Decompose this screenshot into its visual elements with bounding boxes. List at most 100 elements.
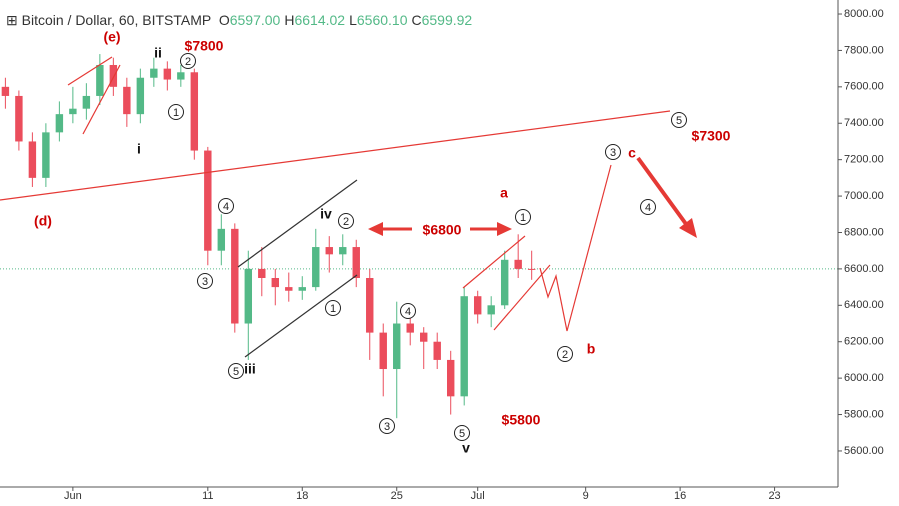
candle-body <box>69 108 77 115</box>
wave-circle <box>605 144 621 160</box>
candle-body <box>96 64 104 96</box>
wave-label: 2 <box>343 216 349 228</box>
trend-line <box>0 110 671 201</box>
arrow-head <box>497 222 512 236</box>
annotation: i <box>137 141 141 157</box>
candle-body <box>271 277 279 288</box>
wave-circle <box>197 273 213 289</box>
x-tick-label: 18 <box>296 490 308 502</box>
ohlc-key: H <box>284 12 295 28</box>
ohlc-key: O <box>218 12 230 28</box>
candle-body <box>231 228 239 324</box>
wave-circle <box>515 209 531 225</box>
annotation: a <box>500 185 508 201</box>
wave-label: 2 <box>562 349 568 361</box>
wave-label: 5 <box>459 428 465 440</box>
wave-circle <box>325 300 341 316</box>
wave-label: 3 <box>384 421 390 433</box>
wedge-line <box>462 235 526 289</box>
x-tick-label: 9 <box>583 490 589 502</box>
ohlc-key: C <box>411 12 422 28</box>
projection-path <box>539 164 612 332</box>
wave-circle <box>338 213 354 229</box>
wave-circle <box>454 425 470 441</box>
arrow-head <box>679 218 697 238</box>
wave-circle <box>180 53 196 69</box>
wave-circle <box>218 198 234 214</box>
wave-label: 1 <box>520 212 526 224</box>
y-tick-label: 7200.00 <box>844 154 884 166</box>
candle-body <box>500 259 509 306</box>
wave-label: 5 <box>233 366 239 378</box>
annotation: $6800 <box>423 222 462 238</box>
y-tick-label: 6600.00 <box>844 263 884 275</box>
candle-body <box>109 64 118 87</box>
candle-body <box>447 359 455 397</box>
arrow <box>636 156 688 226</box>
wave-label: 3 <box>202 276 208 288</box>
candle-body <box>42 132 50 178</box>
candle-body <box>28 141 37 178</box>
ohlc-value: 6599.92 <box>421 12 473 28</box>
candle-body <box>487 305 495 315</box>
candle-body <box>527 268 536 270</box>
candle-body <box>406 323 414 333</box>
candle-body <box>163 68 172 80</box>
wave-label: 5 <box>676 115 682 127</box>
wave-circle <box>640 199 656 215</box>
annotation: (e) <box>103 29 120 45</box>
wave-circle <box>168 104 184 120</box>
candle-body <box>433 341 441 360</box>
x-tick-label: 11 <box>202 490 213 502</box>
symbol: Bitcoin / Dollar, 60, BITSTAMP <box>21 12 211 28</box>
candle-body <box>136 77 145 115</box>
channel-line <box>237 179 358 268</box>
candle-body <box>123 86 131 115</box>
wave-label: 1 <box>173 107 179 119</box>
candle-body <box>177 72 185 80</box>
candle-body <box>393 323 401 370</box>
candle-body <box>217 228 226 251</box>
symbol-header: ⊞ Bitcoin / Dollar, 60, BITSTAMP O6597.0… <box>6 12 472 29</box>
menu-icon[interactable]: ⊞ <box>6 12 18 28</box>
x-tick-label: Jul <box>471 490 485 502</box>
wave-circle <box>671 112 687 128</box>
wave-circle <box>400 303 416 319</box>
candle-body <box>298 287 306 291</box>
candle-body <box>325 247 333 255</box>
wedge-line <box>67 56 113 86</box>
y-tick-label: 6800.00 <box>844 226 884 238</box>
candle-body <box>285 287 293 291</box>
y-tick-label: 6200.00 <box>844 336 884 348</box>
ohlc-value: 6614.02 <box>294 12 346 28</box>
ohlc-value: 6597.00 <box>229 12 281 28</box>
annotation: b <box>587 341 596 357</box>
candle-body <box>15 95 23 142</box>
ohlc-value: 6560.10 <box>356 12 408 28</box>
annotation: $7300 <box>692 128 731 144</box>
y-tick-label: 7400.00 <box>844 117 884 129</box>
axes: 5600.00 5800.00 6000.00 6200.00 6400.00 6600.… <box>0 0 884 502</box>
annotation: ii <box>154 45 162 61</box>
x-tick-label: 16 <box>674 490 686 502</box>
candle-body <box>379 332 387 370</box>
candle-body <box>55 114 64 133</box>
candle-body <box>514 259 522 269</box>
wave-label: 3 <box>610 147 616 159</box>
y-tick-label: 5800.00 <box>844 408 884 420</box>
candle-body <box>190 72 199 151</box>
candle-body <box>204 150 212 251</box>
candle-body <box>82 95 91 109</box>
wave-label: 4 <box>645 202 651 214</box>
candle-body <box>244 268 253 324</box>
wedge-line <box>82 64 121 135</box>
channel-line <box>244 274 358 358</box>
wedge-line <box>493 264 551 331</box>
wave-label: 4 <box>405 306 411 318</box>
wave-label: 2 <box>185 56 191 68</box>
annotation: $7800 <box>185 38 224 54</box>
annotation: $5800 <box>502 412 541 428</box>
